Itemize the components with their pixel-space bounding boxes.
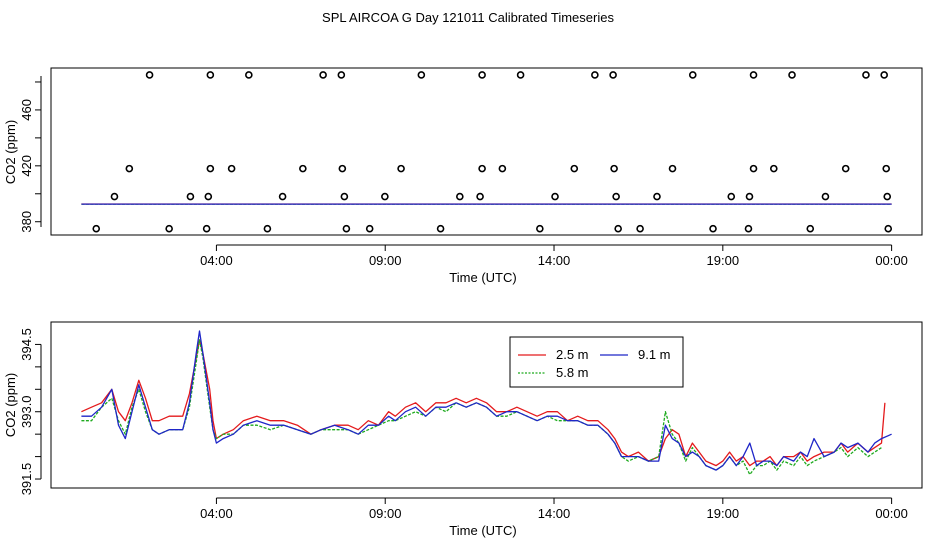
scatter-point: [338, 164, 347, 173]
scatter-point: [841, 164, 850, 173]
scatter-point: [92, 224, 101, 233]
x-tick-label: 09:00: [369, 506, 402, 521]
scatter-point: [165, 224, 173, 233]
scatter-point: [186, 192, 195, 201]
scatter-point: [227, 164, 236, 173]
scatter-point: [883, 192, 892, 201]
scatter-point: [456, 192, 464, 201]
scatter-point: [709, 224, 717, 233]
scatter-point: [516, 71, 525, 79]
legend-box: [509, 336, 684, 388]
x-tick-label: 09:00: [369, 253, 402, 268]
scatter-point: [263, 224, 272, 233]
scatter-point: [636, 224, 644, 233]
scatter-point: [744, 224, 753, 233]
x-tick-label: 19:00: [707, 506, 740, 521]
scatter-point: [612, 192, 620, 201]
scatter-point: [125, 164, 134, 173]
x-tick-label: 14:00: [538, 253, 571, 268]
scatter-point: [202, 224, 211, 233]
series-line-5.8m: [81, 339, 882, 476]
y-tick-label: 380: [19, 211, 34, 233]
x-tick-label: 00:00: [875, 506, 908, 521]
scatter-point: [880, 71, 888, 79]
panel-timeseries: 04:00 09:00 14:00 19:00 00:00 391.5 393.0 394.5…: [3, 321, 923, 538]
axis-ticks-top: [35, 76, 893, 251]
x-axis-label-bottom: Time (UTC): [449, 523, 516, 538]
scatter-points: [92, 71, 893, 233]
scatter-point: [806, 224, 815, 233]
scatter-point: [788, 71, 796, 79]
scatter-point: [145, 71, 154, 79]
scatter-point: [417, 71, 426, 79]
scatter-point: [206, 164, 215, 173]
legend: 2.5 m 9.1 m 5.8 m: [509, 336, 684, 388]
scatter-point: [299, 164, 307, 173]
x-tick-label: 14:00: [538, 506, 571, 521]
y-tick-label: 420: [19, 155, 34, 177]
scatter-point: [551, 192, 559, 201]
scatter-point: [365, 224, 374, 233]
y-tick-label: 394.5: [19, 328, 34, 361]
scatter-point: [245, 71, 253, 79]
scatter-point: [769, 164, 778, 173]
y-tick-label: 391.5: [19, 463, 34, 496]
panel-raw-scatter: 04:00 09:00 14:00 19:00 00:00 380 420 460 Time …: [3, 67, 923, 285]
scatter-point: [204, 192, 213, 201]
scatter-point: [591, 71, 599, 79]
scatter-point: [381, 192, 389, 201]
scatter-point: [614, 224, 622, 233]
scatter-point: [536, 224, 544, 233]
x-axis-label-top: Time (UTC): [449, 270, 516, 285]
legend-label-5.8m: 5.8 m: [556, 365, 589, 380]
scatter-point: [570, 164, 579, 173]
scatter-point: [278, 192, 287, 201]
scatter-point: [727, 192, 736, 201]
scatter-point: [436, 224, 445, 233]
series-lines-bottom: [81, 330, 892, 476]
scatter-point: [478, 71, 486, 79]
plot-frame-bottom: [50, 321, 923, 489]
legend-label-2.5m: 2.5 m: [556, 347, 589, 362]
y-axis-label-top: CO2 (ppm): [3, 120, 18, 184]
scatter-point: [821, 192, 830, 201]
scatter-point: [882, 164, 891, 173]
scatter-point: [478, 164, 486, 173]
scatter-point: [653, 192, 661, 201]
tick-labels-top: 04:00 09:00 14:00 19:00 00:00 380 420 460: [19, 99, 908, 268]
x-tick-label: 19:00: [707, 253, 740, 268]
tick-labels-bottom: 04:00 09:00 14:00 19:00 00:00 391.5 393.0 394.5: [19, 328, 908, 521]
scatter-point: [745, 192, 754, 201]
y-tick-label: 393.0: [19, 395, 34, 428]
scatter-point: [340, 192, 349, 201]
series-line-9.1m: [81, 330, 892, 471]
axis-ticks-bottom: [35, 343, 893, 504]
scatter-point: [206, 71, 215, 79]
x-tick-label: 04:00: [200, 253, 233, 268]
y-tick-label: 460: [19, 99, 34, 121]
scatter-point: [476, 192, 484, 201]
plot-frame-top: [50, 67, 923, 236]
figure-title: SPL AIRCOA G Day 121011 Calibrated Times…: [322, 10, 614, 25]
x-tick-label: 04:00: [200, 506, 233, 521]
y-axis-label-bottom: CO2 (ppm): [3, 373, 18, 437]
scatter-point: [609, 71, 617, 79]
legend-label-9.1m: 9.1 m: [638, 347, 671, 362]
scatter-point: [688, 71, 697, 79]
scatter-point: [610, 164, 618, 173]
series-line-2.5m: [81, 339, 886, 467]
scatter-point: [884, 224, 893, 233]
scatter-point: [668, 164, 677, 173]
scatter-point: [397, 164, 405, 173]
scatter-point: [749, 164, 758, 173]
x-tick-label: 00:00: [875, 253, 908, 268]
scatter-point: [337, 71, 346, 79]
scatter-point: [749, 71, 758, 79]
scatter-point: [110, 192, 119, 201]
scatter-point: [498, 164, 507, 173]
scatter-point: [319, 71, 327, 79]
scatter-point: [342, 224, 351, 233]
scatter-point: [862, 71, 870, 79]
